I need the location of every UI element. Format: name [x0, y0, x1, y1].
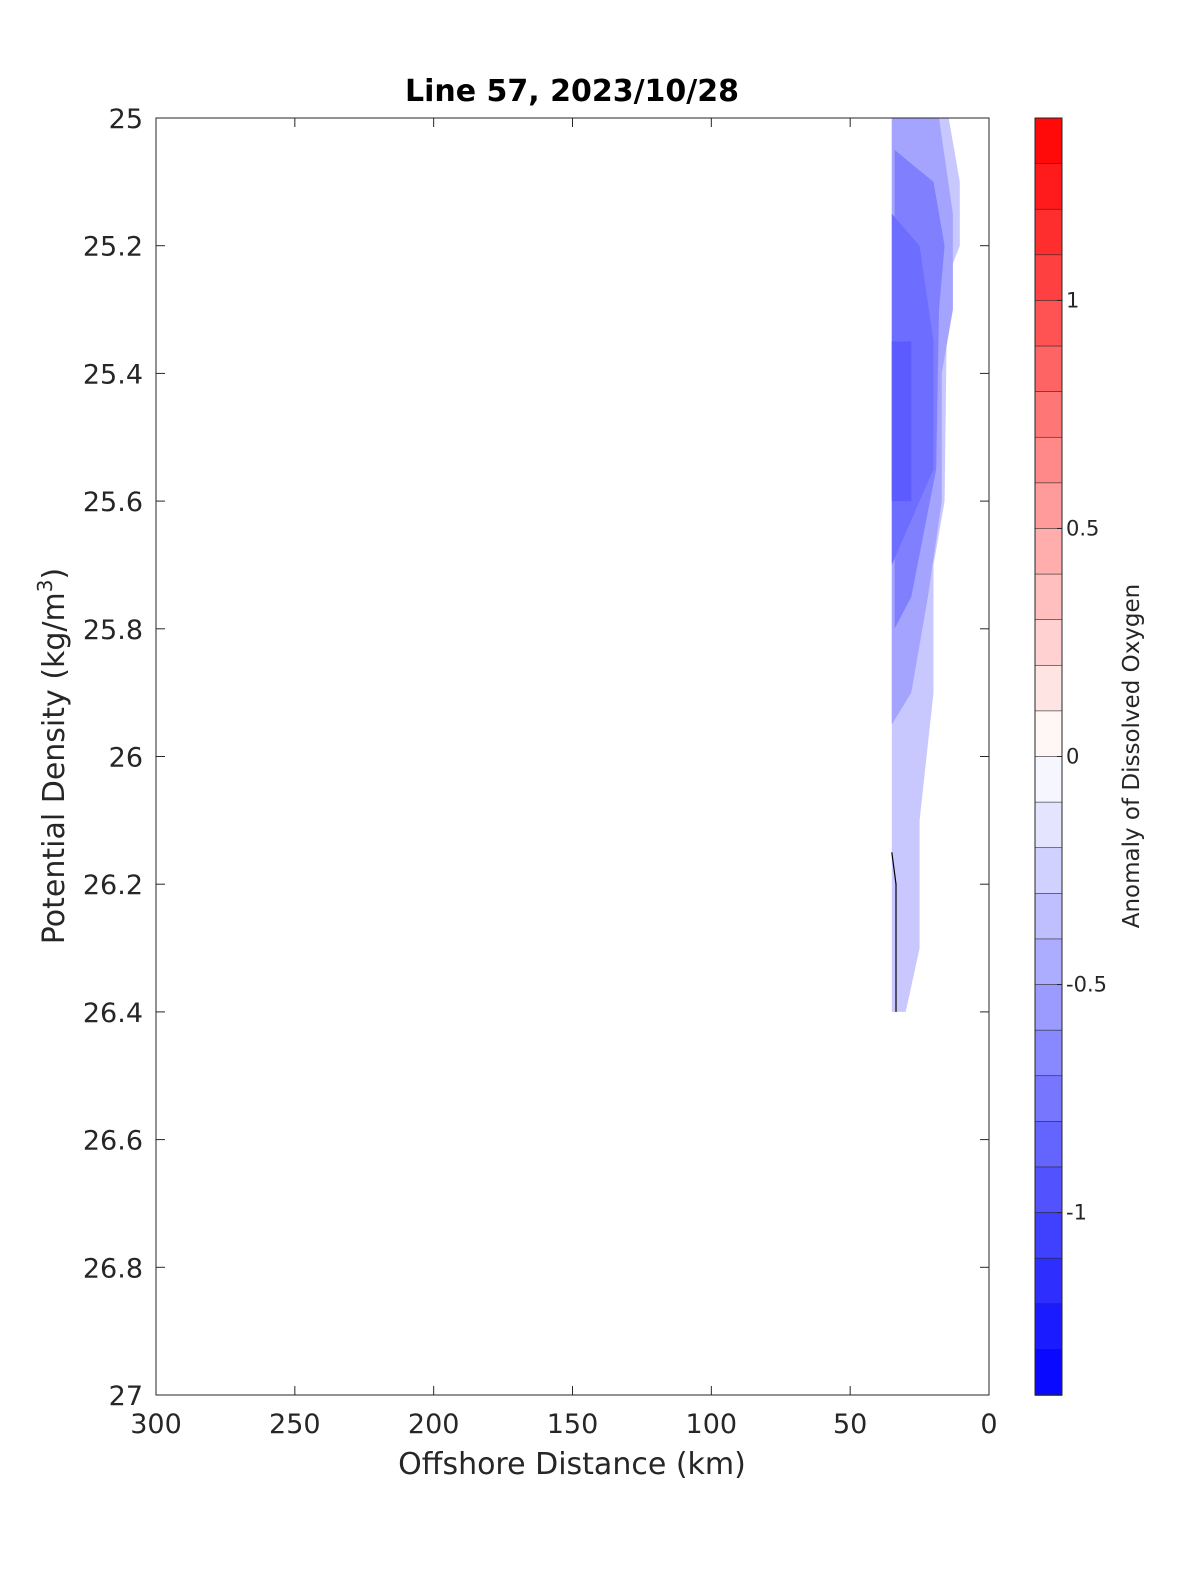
y-tick-label: 26.6 — [83, 1126, 143, 1157]
contour-band — [891, 341, 912, 502]
y-axis-label-main: Potential Density (kg/m — [37, 592, 72, 944]
contour-lines — [891, 852, 897, 1012]
colorbar-cell — [1034, 984, 1063, 1031]
colorbar-tick-label: -0.5 — [1066, 973, 1107, 997]
x-tick-label: 50 — [833, 1409, 867, 1440]
colorbar-cell — [1034, 847, 1063, 895]
colorbar-cell — [1034, 254, 1063, 302]
colorbar-cell — [1034, 938, 1063, 986]
colorbar-cell — [1034, 893, 1063, 940]
x-tick-label: 150 — [547, 1409, 599, 1440]
colorbar-cell — [1034, 436, 1063, 484]
y-tick-label: 25.6 — [83, 487, 143, 518]
colorbar-cell — [1034, 117, 1063, 165]
y-tick-label: 26 — [109, 743, 143, 774]
colorbar-tick-label: -1 — [1066, 1201, 1087, 1225]
x-tick-label: 250 — [269, 1409, 321, 1440]
colorbar-cell — [1034, 528, 1063, 575]
colorbar-cell — [1034, 710, 1063, 758]
colorbar-ticks: -1 -0.5 0 0.5 1 — [1057, 288, 1107, 1225]
y-axis-label: Potential Density (kg/m3) — [33, 568, 72, 944]
x-axis-label: Offshore Distance (km) — [398, 1447, 746, 1482]
colorbar-cell — [1034, 345, 1063, 393]
colorbar-cell — [1034, 756, 1063, 803]
y-tick-label: 25 — [109, 104, 143, 135]
colorbar-cells — [1034, 117, 1063, 1396]
x-ticks: 300 250 200 150 100 50 0 — [130, 118, 998, 1440]
colorbar-cell — [1034, 1121, 1063, 1168]
contour-line — [891, 852, 897, 1012]
colorbar-cell — [1034, 1075, 1063, 1123]
chart-title: Line 57, 2023/10/28 — [405, 74, 739, 109]
y-ticks: 25 25.2 25.4 25.6 25.8 26 26.2 26.4 26.6 26.8 27 — [83, 104, 989, 1412]
y-axis-label-suffix: ) — [37, 568, 72, 580]
y-tick-label: 25.8 — [83, 615, 143, 646]
colorbar-cell — [1034, 573, 1063, 621]
y-tick-label: 26.2 — [83, 870, 143, 901]
colorbar-cell — [1034, 1212, 1063, 1259]
y-tick-label: 25.4 — [83, 359, 143, 390]
colorbar-cell — [1034, 801, 1063, 849]
colorbar-cell — [1034, 163, 1063, 211]
colorbar-cell — [1034, 1257, 1063, 1305]
x-tick-label: 200 — [408, 1409, 460, 1440]
plot-area: 300 250 200 150 100 50 0 2525.225.425.625.8262… — [83, 104, 998, 1440]
y-tick-label: 26.4 — [83, 998, 143, 1029]
colorbar-tick-label: 0.5 — [1066, 516, 1099, 540]
x-tick-label: 300 — [130, 1409, 182, 1440]
colorbar-cell — [1034, 300, 1063, 347]
colorbar-tick-label: 1 — [1066, 288, 1079, 312]
colorbar-cell — [1034, 1029, 1063, 1077]
colorbar-cell — [1034, 482, 1063, 530]
y-axis-label-superscript: 3 — [33, 579, 57, 592]
colorbar-cell — [1034, 1349, 1063, 1396]
colorbar-tick-label: 0 — [1066, 745, 1079, 769]
colorbar-label: Anomaly of Dissolved Oxygen — [1119, 584, 1145, 929]
x-tick-label: 100 — [686, 1409, 738, 1440]
x-tick-label: 0 — [980, 1409, 997, 1440]
colorbar-cell — [1034, 1303, 1063, 1351]
colorbar-cell — [1034, 664, 1063, 712]
plot-background — [156, 118, 989, 1395]
y-tick-label: 26.8 — [83, 1253, 143, 1284]
colorbar-cell — [1034, 1166, 1063, 1214]
colorbar: -1 -0.5 0 0.5 1 Anomaly of Dissolved Oxygen — [1034, 117, 1145, 1396]
contour-bands — [891, 118, 960, 1012]
colorbar-cell — [1034, 391, 1063, 439]
y-tick-label: 27 — [109, 1381, 143, 1412]
colorbar-cell — [1034, 208, 1063, 256]
colorbar-cell — [1034, 619, 1063, 667]
y-tick-label: 25.2 — [83, 232, 143, 263]
